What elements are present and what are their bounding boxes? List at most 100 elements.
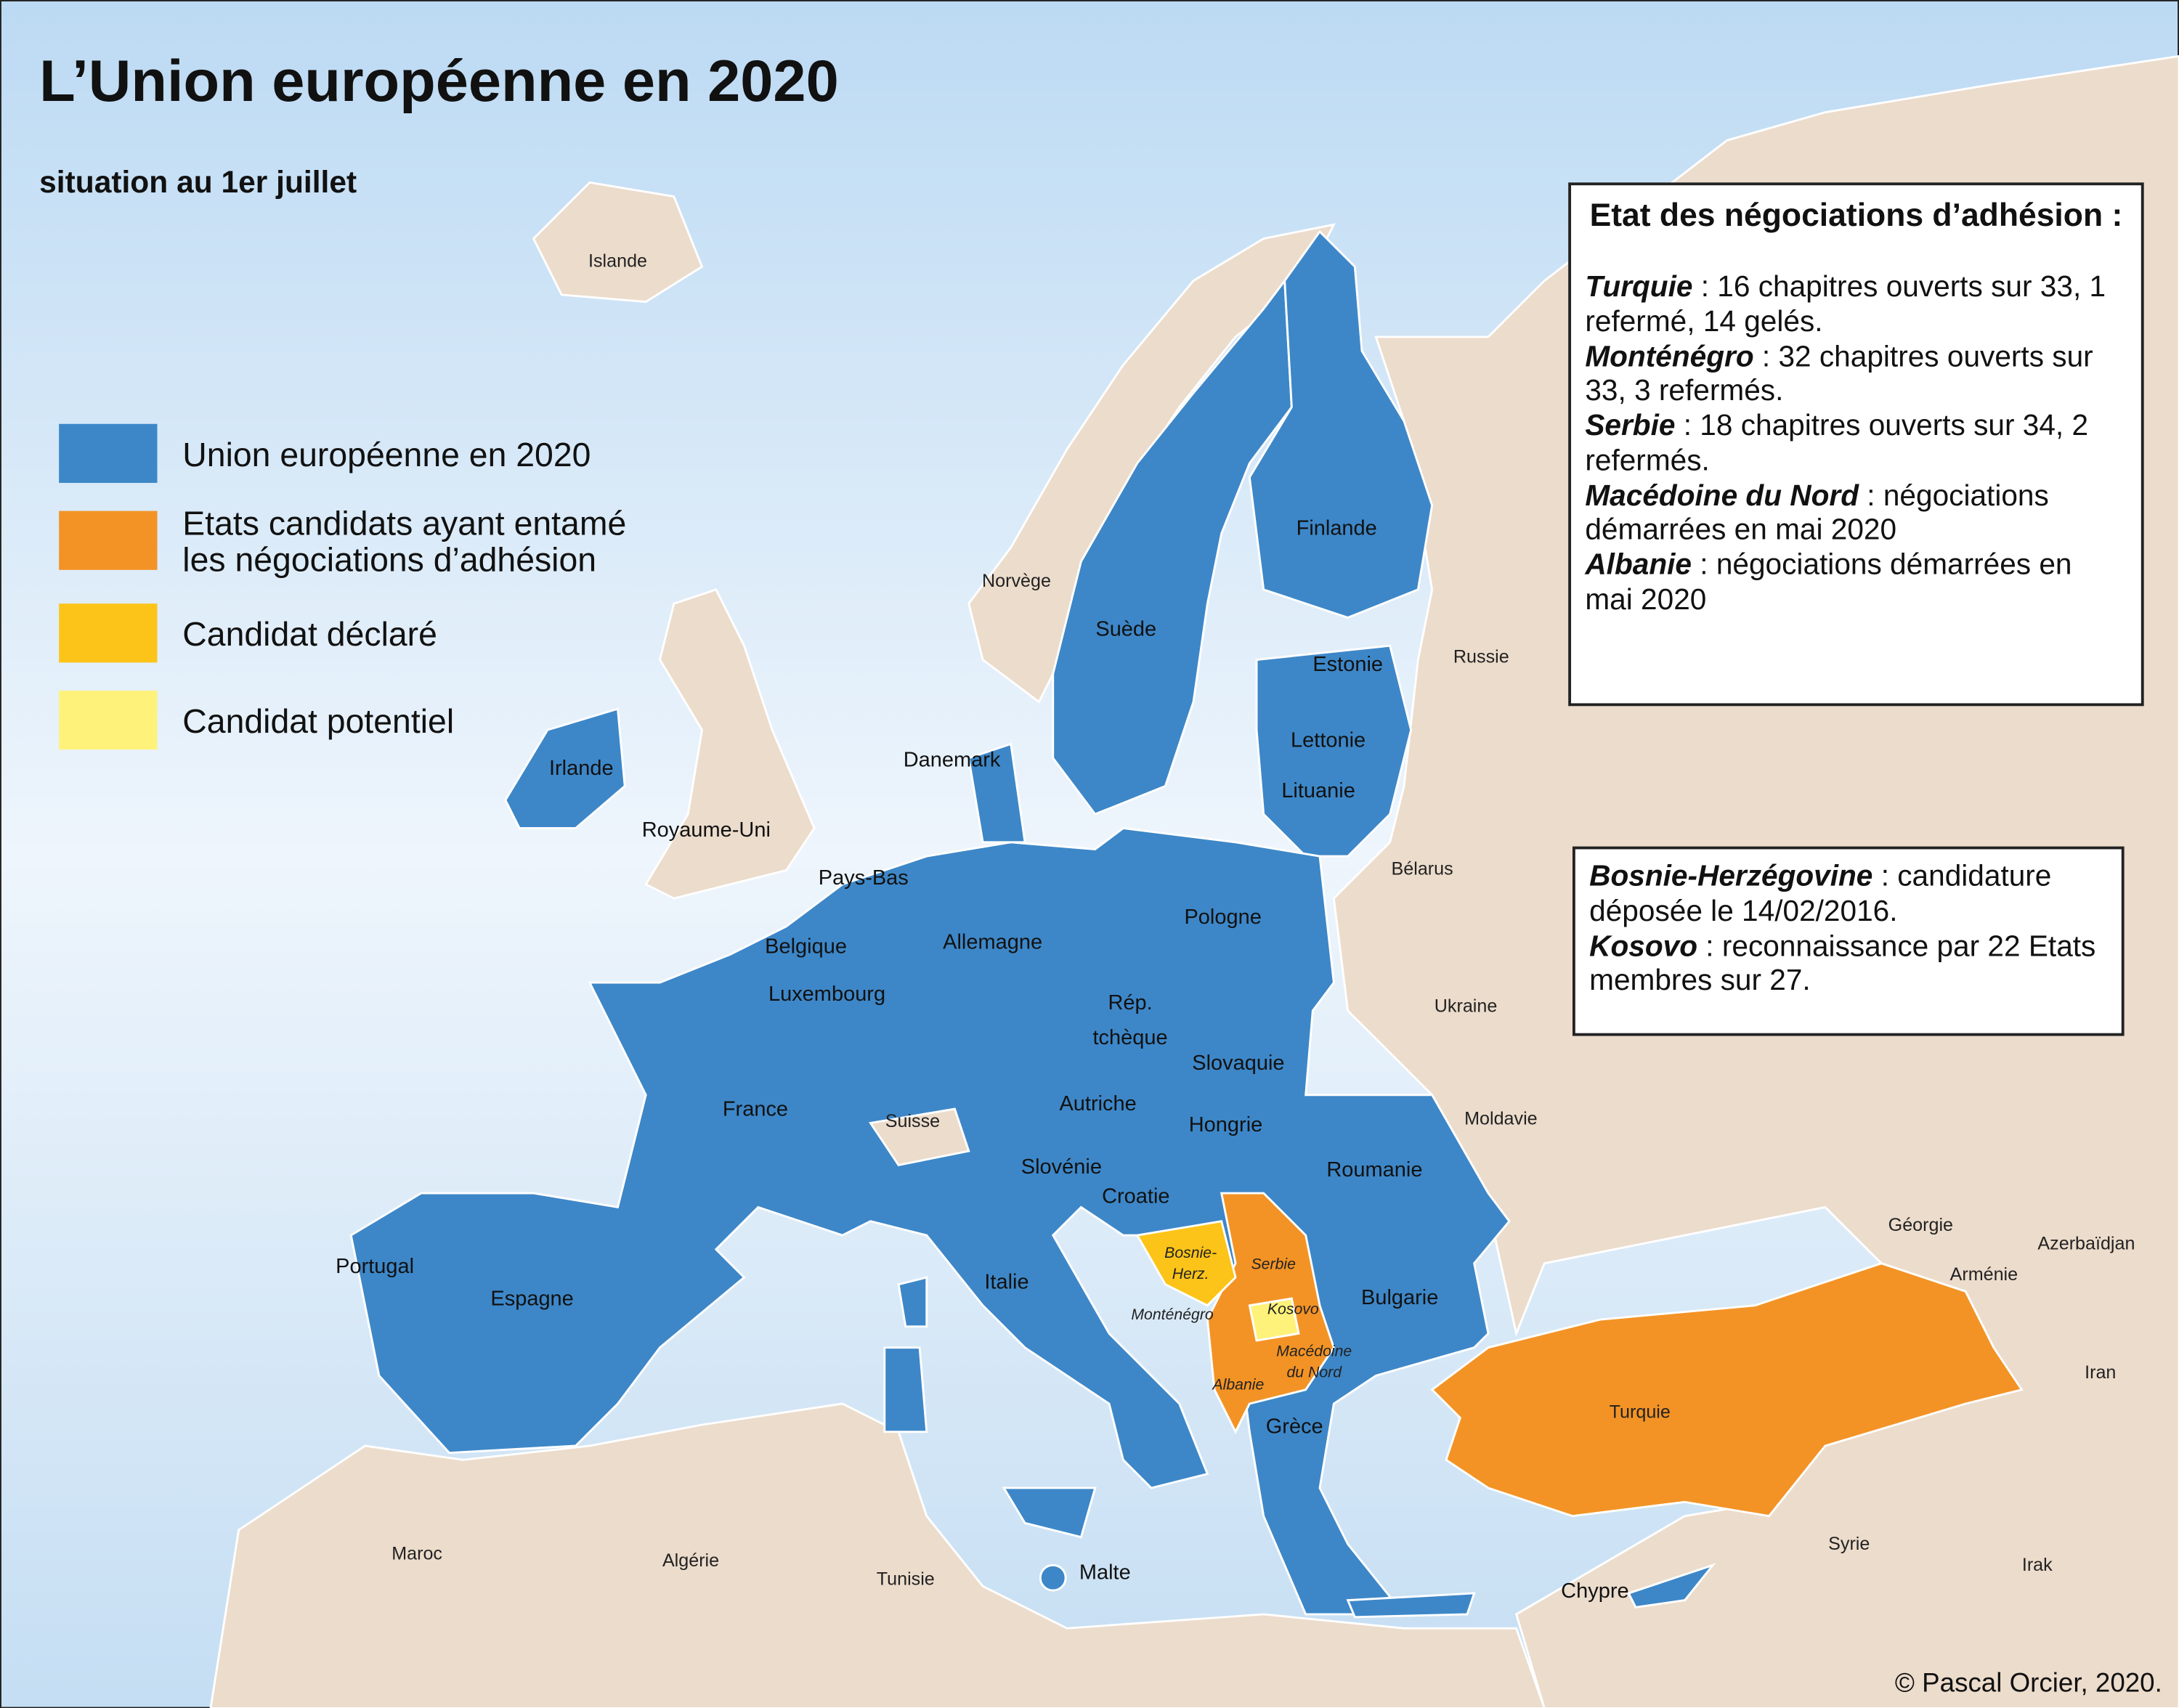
info-item: Albanie : négociations démarrées en mai … <box>1585 549 2127 619</box>
country-label: Hongrie <box>1189 1113 1263 1136</box>
island-sicily <box>1002 1487 1097 1539</box>
country-label: Belgique <box>765 935 847 959</box>
country-label: Allemagne <box>943 931 1042 954</box>
country-label: Grèce <box>1266 1415 1323 1439</box>
country-ireland <box>504 707 626 829</box>
land-uk <box>644 588 816 900</box>
country-label: Macédoine <box>1276 1342 1352 1359</box>
country-label: Malte <box>1079 1561 1131 1585</box>
country-label: Monténégro <box>1131 1306 1214 1323</box>
legend-label: Union européenne en 2020 <box>182 436 591 473</box>
country-sweden <box>1052 277 1293 816</box>
country-label: Autriche <box>1059 1092 1136 1115</box>
legend-swatch <box>59 511 158 570</box>
country-baltics <box>1255 644 1413 858</box>
candidacies-box: Bosnie-Herzégovine : candidature déposée… <box>1572 846 2125 1036</box>
legend-label: Etats candidats ayant entamé <box>182 504 626 542</box>
land-iceland <box>532 181 704 304</box>
info-country: Turquie <box>1585 271 1693 304</box>
country-label: Suède <box>1095 618 1156 641</box>
info-text: : négociations démarrées en mai 2020 <box>1585 549 2072 617</box>
info-item: Serbie : 18 chapitres ouverts sur 34, 2 … <box>1585 410 2127 480</box>
country-label: Suisse <box>885 1111 940 1131</box>
info-country: Monténégro <box>1585 341 1754 373</box>
info-country: Kosovo <box>1589 930 1698 963</box>
info-country: Bosnie-Herzégovine <box>1589 860 1873 893</box>
land-switzerland <box>869 1107 970 1167</box>
info-item: Kosovo : reconnaissance par 22 Etats mem… <box>1589 930 2107 1000</box>
legend-swatch <box>59 691 158 750</box>
country-label: Albanie <box>1211 1376 1264 1394</box>
country-label: Royaume-Uni <box>642 818 771 842</box>
island-cyprus <box>1627 1563 1716 1609</box>
legend-label: les négociations d’adhésion <box>182 541 596 579</box>
country-label: Iran <box>2085 1362 2116 1383</box>
country-label: Kosovo <box>1267 1300 1319 1317</box>
info-text: : 18 chapitres ouverts sur 34, 2 refermé… <box>1585 410 2089 478</box>
info-text: : reconnaissance par 22 Etats membres su… <box>1589 930 2096 998</box>
country-label: Bélarus <box>1392 858 1453 879</box>
country-label: Maroc <box>391 1544 442 1564</box>
country-label: du Nord <box>1286 1363 1342 1380</box>
country-label: Estonie <box>1312 653 1383 676</box>
country-label: Roumanie <box>1326 1158 1422 1182</box>
info-text: : candidature déposée le 14/02/2016. <box>1589 860 2052 928</box>
country-label: Géorgie <box>1888 1215 1953 1235</box>
country-kosovo <box>1248 1297 1300 1342</box>
country-label: Pologne <box>1184 906 1261 929</box>
country-label: Syrie <box>1828 1534 1870 1554</box>
country-label: Ukraine <box>1435 996 1498 1017</box>
country-label: Tunisie <box>877 1569 935 1589</box>
title: L’Union européenne en 2020 <box>39 49 839 114</box>
negotiations-title: Etat des négociations d’adhésion : <box>1589 196 2123 233</box>
land-africa <box>209 1402 1546 1708</box>
country-label: Serbie <box>1251 1255 1297 1272</box>
info-item: Bosnie-Herzégovine : candidature déposée… <box>1589 861 2107 930</box>
country-finland <box>1248 229 1434 619</box>
country-label: Algérie <box>662 1550 719 1571</box>
subtitle: situation au 1er juillet <box>39 166 357 200</box>
info-text: : 32 chapitres ouverts sur 33, 3 refermé… <box>1585 341 2093 408</box>
country-label: Danemark <box>904 748 1001 771</box>
country-label: Rép. <box>1108 991 1152 1014</box>
island-corsica <box>897 1276 928 1328</box>
country-label: Azerbaïdjan <box>2037 1233 2135 1253</box>
country-label: Irak <box>2022 1555 2053 1575</box>
country-label: Finlande <box>1297 516 1377 540</box>
country-label: Pays-Bas <box>819 866 909 890</box>
country-label: Norvège <box>982 571 1051 591</box>
country-label: Espagne <box>490 1288 573 1311</box>
legend: Union européenne en 2020 Etats candidats … <box>59 423 626 750</box>
country-label: Croatie <box>1102 1185 1169 1208</box>
country-label: Bulgarie <box>1361 1286 1438 1309</box>
country-label: Herz. <box>1172 1265 1209 1282</box>
country-label: Bosnie- <box>1164 1244 1217 1261</box>
country-label: Portugal <box>336 1255 414 1278</box>
country-label: Moldavie <box>1464 1108 1538 1128</box>
country-label: Lituanie <box>1281 779 1355 802</box>
country-label: Turquie <box>1610 1402 1671 1422</box>
country-label: Islande <box>588 251 647 271</box>
info-text: : 16 chapitres ouverts sur 33, 1 refermé… <box>1585 271 2106 338</box>
negotiations-list: Turquie : 16 chapitres ouverts sur 33, 1… <box>1585 271 2127 619</box>
legend-swatch <box>59 603 158 663</box>
country-label: Russie <box>1453 646 1509 667</box>
country-label: Chypre <box>1561 1579 1628 1603</box>
island-crete <box>1346 1592 1476 1619</box>
info-country: Serbie <box>1585 410 1676 443</box>
country-label: tchèque <box>1092 1026 1167 1049</box>
credit: © Pascal Orcier, 2020. <box>1895 1667 2162 1697</box>
country-bosnia <box>1135 1220 1237 1307</box>
country-label: Luxembourg <box>768 983 885 1006</box>
info-text: : négociations démarrées en mai 2020 <box>1585 479 2049 547</box>
country-label: Slovaquie <box>1192 1052 1284 1075</box>
info-item: Turquie : 16 chapitres ouverts sur 33, 1… <box>1585 271 2127 341</box>
info-item: Macédoine du Nord : négociations démarré… <box>1585 480 2127 550</box>
country-label: Italie <box>984 1270 1028 1293</box>
legend-swatch <box>59 423 158 483</box>
negotiations-box: Etat des négociations d’adhésion : Turqu… <box>1568 182 2144 707</box>
country-label: Arménie <box>1950 1264 2018 1285</box>
country-labels: Islande Norvège Suède Finlande Estonie Letton… <box>336 251 2135 1602</box>
info-country: Macédoine du Nord <box>1585 479 1859 513</box>
